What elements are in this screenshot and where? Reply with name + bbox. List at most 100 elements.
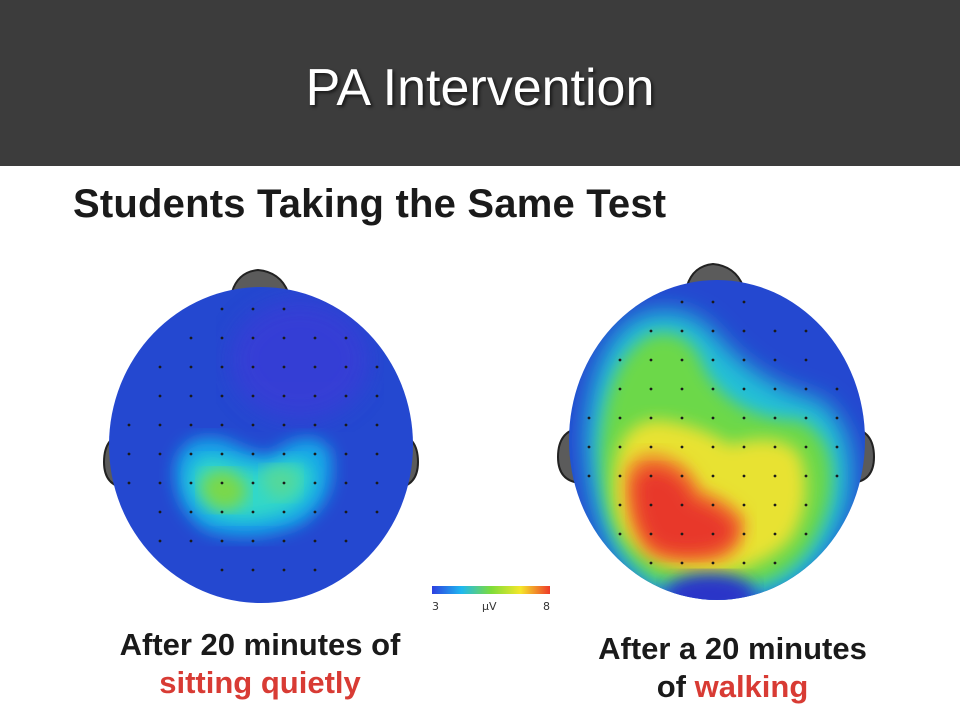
electrode-dot	[711, 503, 715, 507]
right-caption: After a 20 minutes of walking	[555, 630, 910, 706]
color-scale-bar	[432, 586, 550, 594]
slide-title: PA Intervention	[305, 59, 655, 117]
electrode-dot	[375, 394, 379, 398]
electrode-dot	[375, 510, 379, 514]
electrode-dot	[804, 474, 808, 478]
electrode-dot	[158, 539, 162, 543]
electrode-dot	[220, 510, 224, 514]
electrode-dot	[618, 387, 622, 391]
electrode-dot	[375, 423, 379, 427]
scale-max-label: 8	[543, 600, 550, 613]
electrode-dot	[680, 474, 684, 478]
electrode-dot	[344, 481, 348, 485]
electrode-dot	[773, 503, 777, 507]
right-caption-accent: walking	[694, 669, 809, 704]
electrode-dot	[835, 416, 839, 420]
electrode-dot	[251, 423, 255, 427]
electrode-dot	[189, 481, 193, 485]
electrode-dot	[742, 329, 746, 333]
electrode-dot	[251, 336, 255, 340]
electrode-dot	[282, 452, 286, 456]
electrode-dot	[618, 532, 622, 536]
electrode-dot	[742, 474, 746, 478]
electrode-dot	[711, 358, 715, 362]
electrode-dot	[251, 568, 255, 572]
electrode-dot	[158, 365, 162, 369]
right-brain-map	[556, 262, 876, 600]
electrode-dot	[313, 423, 317, 427]
electrode-dot	[282, 539, 286, 543]
electrode-dot	[158, 423, 162, 427]
electrode-dot	[251, 481, 255, 485]
electrode-dot	[773, 329, 777, 333]
electrode-dot	[220, 307, 224, 311]
electrode-dot	[742, 416, 746, 420]
electrode-dot	[344, 539, 348, 543]
electrode-dot	[189, 394, 193, 398]
electrode-dot	[649, 445, 653, 449]
electrode-dot	[742, 300, 746, 304]
electrode-dot	[680, 416, 684, 420]
electrode-dot	[804, 329, 808, 333]
electrode-dot	[711, 387, 715, 391]
electrode-dot	[158, 394, 162, 398]
electrode-dot	[742, 445, 746, 449]
electrode-dot	[711, 300, 715, 304]
electrode-dot	[344, 452, 348, 456]
electrode-dot	[773, 532, 777, 536]
electrode-dot	[773, 445, 777, 449]
electrode-dot	[649, 358, 653, 362]
electrode-dot	[220, 481, 224, 485]
electrode-dot	[835, 445, 839, 449]
left-caption-line1: After 20 minutes of	[119, 627, 401, 662]
electrode-dot	[711, 561, 715, 565]
electrode-dot	[680, 445, 684, 449]
electrode-dot	[282, 510, 286, 514]
right-electrode-dots	[587, 300, 839, 565]
electrode-dot	[804, 387, 808, 391]
right-caption-line2: of walking	[555, 668, 910, 706]
electrode-dot	[251, 539, 255, 543]
electrode-dot	[680, 561, 684, 565]
electrode-dot	[680, 329, 684, 333]
electrode-dot	[127, 423, 131, 427]
electrode-dot	[313, 481, 317, 485]
electrode-dot	[313, 539, 317, 543]
electrode-dot	[773, 474, 777, 478]
electrode-dot	[773, 358, 777, 362]
electrode-dot	[189, 365, 193, 369]
scale-min-label: 3	[432, 600, 439, 613]
electrode-dot	[189, 539, 193, 543]
electrode-dot	[344, 394, 348, 398]
electrode-dot	[127, 481, 131, 485]
electrode-dot	[313, 510, 317, 514]
electrode-dot	[313, 365, 317, 369]
electrode-dot	[282, 307, 286, 311]
electrode-dot	[158, 481, 162, 485]
left-caption: After 20 minutes of sitting quietly	[70, 626, 450, 702]
electrode-dot	[804, 445, 808, 449]
electrode-dot	[189, 423, 193, 427]
right-nose-icon	[685, 262, 745, 287]
electrode-dot	[649, 474, 653, 478]
electrode-dot	[680, 532, 684, 536]
electrode-dot	[313, 568, 317, 572]
electrode-dot	[742, 387, 746, 391]
electrode-dot	[344, 336, 348, 340]
electrode-dot	[189, 510, 193, 514]
electrode-dot	[313, 452, 317, 456]
electrode-dot	[375, 452, 379, 456]
electrode-dot	[773, 387, 777, 391]
electrode-dot	[344, 365, 348, 369]
electrode-dot	[680, 387, 684, 391]
electrode-dot	[711, 532, 715, 536]
electrode-dot	[618, 503, 622, 507]
electrode-dot	[804, 503, 808, 507]
electrode-dot	[282, 394, 286, 398]
right-caption-line1: After a 20 minutes	[598, 631, 867, 666]
electrode-dot	[835, 474, 839, 478]
electrode-dot	[618, 416, 622, 420]
electrode-dot	[282, 481, 286, 485]
electrode-dot	[375, 481, 379, 485]
electrode-dot	[282, 423, 286, 427]
